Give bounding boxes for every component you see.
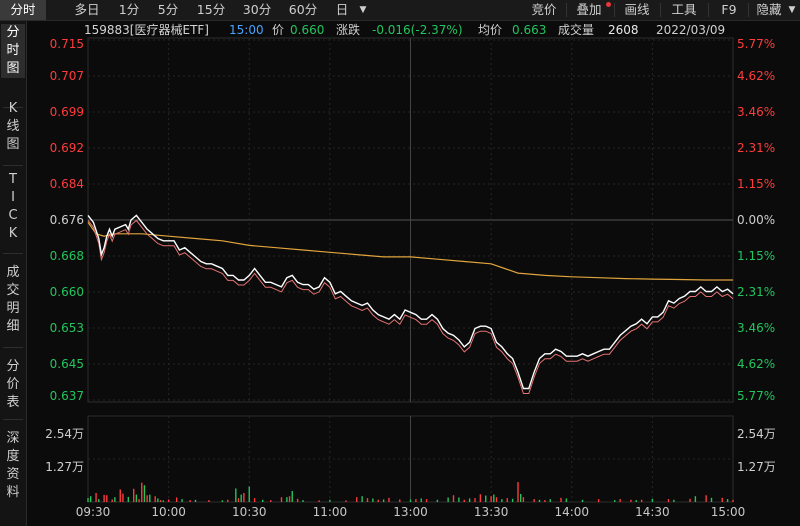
tab-60min[interactable]: 60分: [288, 2, 318, 17]
pct-axis-label: 3.46%: [737, 321, 776, 335]
sidebar-tab-price-table[interactable]: 分 价 表: [6, 359, 20, 410]
chevron-down-icon[interactable]: ▼: [788, 5, 796, 15]
tab-multiday[interactable]: 多日: [74, 2, 100, 17]
pct-axis-label: 0.00%: [737, 213, 776, 227]
stock-code-name: 159883[医疗器械ETF]: [84, 23, 209, 37]
pct-axis-label: 4.62%: [737, 69, 776, 83]
auction-button[interactable]: 竞价: [531, 2, 557, 17]
pct-axis-label: 3.46%: [737, 105, 776, 119]
left-sidebar: 分 时 图 K 线 图 T I C K 成 交 明 细 分 价 表 深 度 资 …: [0, 21, 27, 526]
divider: [708, 3, 709, 17]
divider: [566, 3, 567, 17]
volume-axis-label: 1.27万: [45, 460, 84, 474]
price-axis-label: 0.684: [49, 177, 84, 191]
price-axis-label: 0.707: [49, 69, 84, 83]
tab-intraday[interactable]: 分时: [0, 0, 46, 20]
price-axis-label: 0.715: [49, 37, 84, 51]
volume-value: 2608: [608, 23, 639, 37]
price-axis-label: 0.692: [49, 141, 84, 155]
time-axis-label: 11:00: [312, 505, 348, 519]
time-axis-label: 13:30: [473, 505, 509, 519]
tab-5min[interactable]: 5分: [157, 2, 179, 17]
price-axis-label: 0.676: [49, 213, 84, 227]
notification-dot-icon: [606, 2, 611, 7]
time-axis-label: 14:30: [635, 505, 670, 519]
tab-daily[interactable]: 日: [335, 2, 349, 17]
pct-axis-label: 1.15%: [737, 249, 776, 263]
volume-label: 成交量: [558, 23, 595, 37]
divider: [614, 3, 615, 17]
shadow-price-line: [87, 219, 734, 394]
divider: [3, 419, 23, 420]
pct-axis-label: 2.31%: [737, 285, 776, 299]
sidebar-tab-tick[interactable]: T I C K: [8, 172, 18, 241]
overlay-button[interactable]: 叠加: [576, 2, 602, 17]
avg-value: 0.663: [512, 23, 547, 37]
time-axis-label: 14:00: [554, 505, 590, 519]
date-readout: 2022/03/09: [656, 23, 726, 37]
pct-axis-label: 1.15%: [737, 177, 776, 191]
divider: [3, 107, 23, 108]
pct-axis-label: 5.77%: [737, 389, 776, 403]
time-axis-label: 10:00: [151, 505, 186, 519]
volume-bars: [87, 482, 734, 502]
time-axis-label: 09:30: [75, 505, 111, 519]
tab-30min[interactable]: 30分: [242, 2, 272, 17]
pct-axis-label: 2.31%: [737, 141, 776, 155]
draw-line-button[interactable]: 画线: [624, 2, 650, 17]
price-axis-label: 0.637: [49, 389, 84, 403]
price-axis-label: 0.668: [49, 249, 84, 263]
price-line: [87, 214, 734, 390]
time-axis-label: 13:00: [393, 505, 428, 519]
hide-button[interactable]: 隐藏: [756, 2, 782, 17]
tab-15min[interactable]: 15分: [196, 2, 226, 17]
price-axis-label: 0.645: [49, 357, 84, 371]
chart-grid: [87, 37, 734, 503]
tools-button[interactable]: 工具: [671, 2, 697, 17]
avg-label: 均价: [478, 23, 503, 37]
volume-axis-label: 2.54万: [45, 427, 84, 441]
price-axis-label: 0.653: [49, 321, 84, 335]
change-label: 涨跌: [336, 23, 361, 37]
sidebar-tab-intraday-chart[interactable]: 分 时 图: [1, 24, 25, 78]
pct-axis-label: 4.62%: [737, 357, 776, 371]
time-axis-label: 10:30: [231, 505, 267, 519]
divider: [660, 3, 661, 17]
caret-down-icon[interactable]: ▼: [359, 5, 367, 15]
pct-axis-label: 5.77%: [737, 37, 776, 51]
volume-axis-label: 1.27万: [737, 460, 776, 474]
price-axis-label: 0.660: [49, 285, 84, 299]
divider: [3, 347, 23, 348]
price-axis-label: 0.699: [49, 105, 84, 119]
price-label: 价: [272, 23, 285, 37]
volume-axis-label: 2.54万: [737, 427, 776, 441]
sidebar-tab-trade-detail[interactable]: 成 交 明 细: [6, 265, 20, 334]
f9-button[interactable]: F9: [721, 2, 737, 17]
time-axis-label: 15:00: [710, 505, 746, 519]
divider: [3, 253, 23, 254]
price-value: 0.660: [290, 23, 325, 37]
avg-price-line: [87, 221, 733, 281]
sidebar-tab-depth-data[interactable]: 深 度 资 料: [6, 431, 20, 500]
divider: [3, 165, 23, 166]
tab-1min[interactable]: 1分: [118, 2, 140, 17]
change-value: -0.016(-2.37%): [372, 23, 463, 37]
price-lines: [87, 214, 734, 394]
top-toolbar: 分时 多日 1分 5分 15分 30分 60分 日 ▼ 竞价 叠加 画线 工具 …: [0, 0, 800, 21]
divider: [748, 3, 749, 17]
time-readout: 15:00: [229, 23, 264, 37]
sidebar-tab-kline-chart[interactable]: K 线 图: [6, 101, 20, 152]
